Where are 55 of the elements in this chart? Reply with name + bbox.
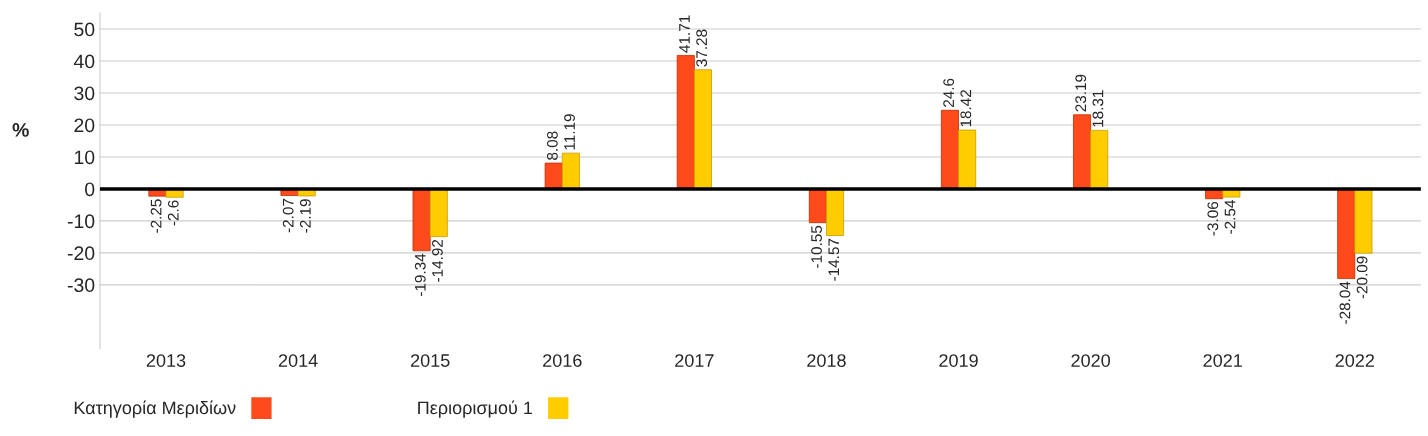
bar bbox=[1090, 129, 1109, 190]
y-tick-label: 30 bbox=[74, 86, 95, 101]
data-label: -19.34 bbox=[414, 253, 426, 296]
data-label: -3.06 bbox=[1207, 201, 1219, 236]
y-tick-label: 0 bbox=[85, 182, 95, 197]
x-tick-label: 2016 bbox=[543, 354, 582, 367]
data-label: -2.54 bbox=[1224, 200, 1236, 234]
y-tick-label: 20 bbox=[74, 118, 95, 133]
x-tick-label: 2014 bbox=[278, 354, 318, 367]
data-label: -14.57 bbox=[828, 238, 840, 281]
bar bbox=[429, 188, 448, 238]
legend-label: Περιορισμού 1 bbox=[418, 400, 533, 418]
x-tick-label: 2022 bbox=[1335, 354, 1374, 367]
data-label: -2.07 bbox=[282, 198, 294, 233]
data-label: -2.19 bbox=[299, 199, 311, 233]
bar bbox=[412, 188, 431, 252]
data-label: -2.6 bbox=[167, 200, 179, 226]
x-tick-label: 2013 bbox=[146, 354, 186, 367]
bar bbox=[826, 188, 845, 236]
x-tick-label: 2018 bbox=[807, 354, 846, 367]
bar bbox=[693, 69, 712, 190]
data-label: 37.28 bbox=[696, 29, 708, 67]
x-tick-label: 2021 bbox=[1203, 354, 1242, 367]
y-tick-label: -10 bbox=[67, 214, 95, 229]
bar bbox=[1354, 188, 1373, 254]
bar bbox=[1073, 114, 1092, 190]
bar bbox=[676, 55, 695, 190]
data-label: 11.19 bbox=[564, 114, 575, 150]
data-label: -2.25 bbox=[150, 199, 162, 233]
x-tick-label: 2020 bbox=[1071, 354, 1111, 367]
data-label: -20.09 bbox=[1356, 256, 1368, 299]
x-tick-label: 2019 bbox=[939, 354, 978, 367]
bar bbox=[561, 152, 580, 190]
data-label: -10.55 bbox=[811, 225, 822, 268]
x-tick-label: 2017 bbox=[675, 354, 714, 367]
y-tick-label: 50 bbox=[74, 22, 95, 37]
data-label: -14.92 bbox=[432, 239, 443, 282]
y-tick-label: 10 bbox=[74, 150, 95, 165]
data-label: -28.04 bbox=[1339, 281, 1351, 324]
bar bbox=[1337, 188, 1356, 280]
y-axis-title: % bbox=[12, 123, 29, 137]
data-label: 24.6 bbox=[943, 78, 955, 107]
legend-label: Κατηγορία Μεριδίων bbox=[74, 400, 236, 418]
y-tick-label: -20 bbox=[67, 246, 95, 261]
data-label: 8.08 bbox=[546, 131, 558, 160]
data-label: 18.31 bbox=[1092, 90, 1104, 127]
x-tick-label: 2015 bbox=[411, 354, 450, 367]
data-label: 41.71 bbox=[679, 15, 690, 53]
bar bbox=[958, 129, 977, 190]
y-tick-label: 40 bbox=[73, 54, 95, 69]
bar bbox=[544, 162, 563, 190]
data-label: 23.19 bbox=[1075, 74, 1087, 112]
y-tick-label: -30 bbox=[67, 278, 95, 293]
bar bbox=[940, 109, 959, 190]
data-label: 18.42 bbox=[960, 90, 972, 127]
